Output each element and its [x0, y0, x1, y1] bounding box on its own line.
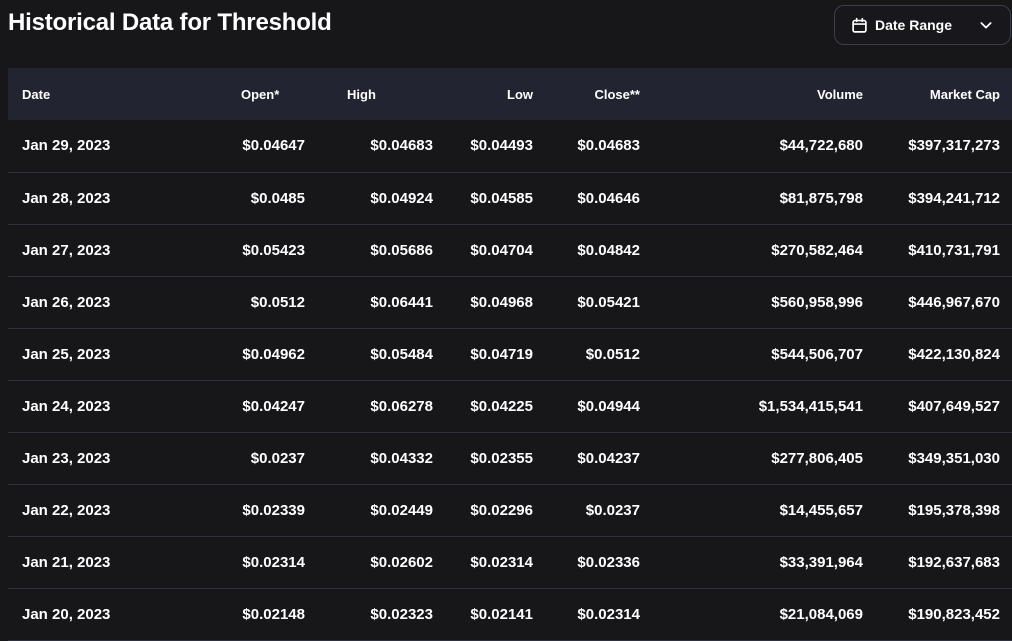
cell-close: $0.0512 — [585, 345, 640, 363]
cell-date: Jan 25, 2023 — [22, 345, 111, 363]
cell-close: $0.04646 — [577, 189, 640, 207]
table-row: Jan 27, 2023 $0.05423 $0.05686 $0.04704 … — [8, 224, 1012, 276]
table-row: Jan 26, 2023 $0.0512 $0.06441 $0.04968 $… — [8, 276, 1012, 328]
page-title: Historical Data for Threshold — [8, 9, 332, 36]
cell-market-cap: $349,351,030 — [908, 449, 1000, 467]
cell-market-cap: $410,731,791 — [908, 241, 1000, 259]
cell-open: $0.02148 — [242, 605, 305, 623]
cell-market-cap: $397,317,273 — [908, 137, 1000, 155]
cell-close: $0.04237 — [577, 449, 640, 467]
cell-high: $0.04683 — [370, 137, 433, 155]
calendar-icon — [851, 17, 868, 34]
cell-high: $0.06278 — [370, 397, 433, 415]
cell-date: Jan 21, 2023 — [22, 553, 111, 571]
table-row: Jan 29, 2023 $0.04647 $0.04683 $0.04493 … — [8, 120, 1012, 172]
column-header-open: Open* — [241, 86, 280, 102]
table-row: Jan 23, 2023 $0.0237 $0.04332 $0.02355 $… — [8, 432, 1012, 484]
cell-close: $0.04842 — [577, 241, 640, 259]
cell-low: $0.04719 — [470, 345, 533, 363]
cell-volume: $277,806,405 — [771, 449, 863, 467]
cell-low: $0.04585 — [470, 189, 533, 207]
cell-volume: $1,534,415,541 — [758, 397, 863, 415]
cell-high: $0.04332 — [370, 449, 433, 467]
cell-open: $0.04647 — [242, 137, 305, 155]
cell-volume: $560,958,996 — [771, 293, 863, 311]
cell-volume: $544,506,707 — [771, 345, 863, 363]
cell-low: $0.04225 — [470, 397, 533, 415]
cell-open: $0.0512 — [250, 293, 305, 311]
cell-close: $0.04944 — [577, 397, 640, 415]
cell-date: Jan 26, 2023 — [22, 293, 111, 311]
cell-date: Jan 29, 2023 — [22, 137, 111, 155]
cell-market-cap: $190,823,452 — [908, 605, 1000, 623]
cell-volume: $21,084,069 — [779, 605, 863, 623]
cell-date: Jan 28, 2023 — [22, 189, 111, 207]
table-body: Jan 29, 2023 $0.04647 $0.04683 $0.04493 … — [8, 120, 1012, 640]
cell-date: Jan 27, 2023 — [22, 241, 111, 259]
cell-high: $0.02323 — [370, 605, 433, 623]
cell-high: $0.06441 — [370, 293, 433, 311]
cell-low: $0.02296 — [470, 501, 533, 519]
cell-high: $0.02602 — [370, 553, 433, 571]
column-header-date: Date — [22, 86, 51, 102]
cell-open: $0.04247 — [242, 397, 305, 415]
column-header-market-cap: Market Cap — [929, 86, 1000, 102]
cell-market-cap: $407,649,527 — [908, 397, 1000, 415]
cell-low: $0.04493 — [470, 137, 533, 155]
cell-close: $0.05421 — [577, 293, 640, 311]
cell-high: $0.05686 — [370, 241, 433, 259]
cell-volume: $44,722,680 — [779, 137, 863, 155]
cell-date: Jan 22, 2023 — [22, 501, 111, 519]
cell-open: $0.05423 — [242, 241, 305, 259]
table-row: Jan 25, 2023 $0.04962 $0.05484 $0.04719 … — [8, 328, 1012, 380]
cell-close: $0.0237 — [585, 501, 640, 519]
cell-high: $0.02449 — [370, 501, 433, 519]
table-row: Jan 24, 2023 $0.04247 $0.06278 $0.04225 … — [8, 380, 1012, 432]
date-range-button[interactable]: Date Range — [833, 5, 1011, 45]
cell-open: $0.02339 — [242, 501, 305, 519]
cell-open: $0.04962 — [242, 345, 305, 363]
cell-low: $0.02314 — [470, 553, 533, 571]
cell-close: $0.02314 — [577, 605, 640, 623]
cell-volume: $270,582,464 — [771, 241, 863, 259]
cell-open: $0.02314 — [242, 553, 305, 571]
cell-close: $0.04683 — [577, 137, 640, 155]
date-range-label: Date Range — [874, 17, 952, 33]
cell-volume: $33,391,964 — [779, 553, 863, 571]
cell-open: $0.0485 — [250, 189, 305, 207]
column-header-high: High — [347, 86, 376, 102]
historical-data-table: Date Open* High Low Close** Volume Marke… — [8, 68, 1012, 641]
chevron-down-icon — [978, 17, 994, 33]
page-header: Historical Data for Threshold Date Range — [0, 0, 1012, 68]
cell-market-cap: $394,241,712 — [908, 189, 1000, 207]
cell-low: $0.02141 — [470, 605, 533, 623]
column-header-close: Close** — [594, 86, 640, 102]
cell-volume: $81,875,798 — [779, 189, 863, 207]
table-row: Jan 22, 2023 $0.02339 $0.02449 $0.02296 … — [8, 484, 1012, 536]
cell-low: $0.02355 — [470, 449, 533, 467]
column-header-low: Low — [507, 86, 533, 102]
cell-high: $0.05484 — [370, 345, 433, 363]
cell-close: $0.02336 — [577, 553, 640, 571]
table-header-row: Date Open* High Low Close** Volume Marke… — [8, 68, 1012, 120]
column-header-volume: Volume — [817, 86, 863, 102]
cell-market-cap: $422,130,824 — [908, 345, 1000, 363]
cell-date: Jan 20, 2023 — [22, 605, 111, 623]
cell-market-cap: $192,637,683 — [908, 553, 1000, 571]
cell-market-cap: $446,967,670 — [908, 293, 1000, 311]
cell-date: Jan 24, 2023 — [22, 397, 111, 415]
cell-low: $0.04968 — [470, 293, 533, 311]
cell-date: Jan 23, 2023 — [22, 449, 111, 467]
table-row: Jan 20, 2023 $0.02148 $0.02323 $0.02141 … — [8, 588, 1012, 640]
cell-low: $0.04704 — [470, 241, 533, 259]
cell-open: $0.0237 — [250, 449, 305, 467]
table-row: Jan 21, 2023 $0.02314 $0.02602 $0.02314 … — [8, 536, 1012, 588]
cell-high: $0.04924 — [370, 189, 433, 207]
table-row: Jan 28, 2023 $0.0485 $0.04924 $0.04585 $… — [8, 172, 1012, 224]
cell-volume: $14,455,657 — [779, 501, 863, 519]
cell-market-cap: $195,378,398 — [908, 501, 1000, 519]
